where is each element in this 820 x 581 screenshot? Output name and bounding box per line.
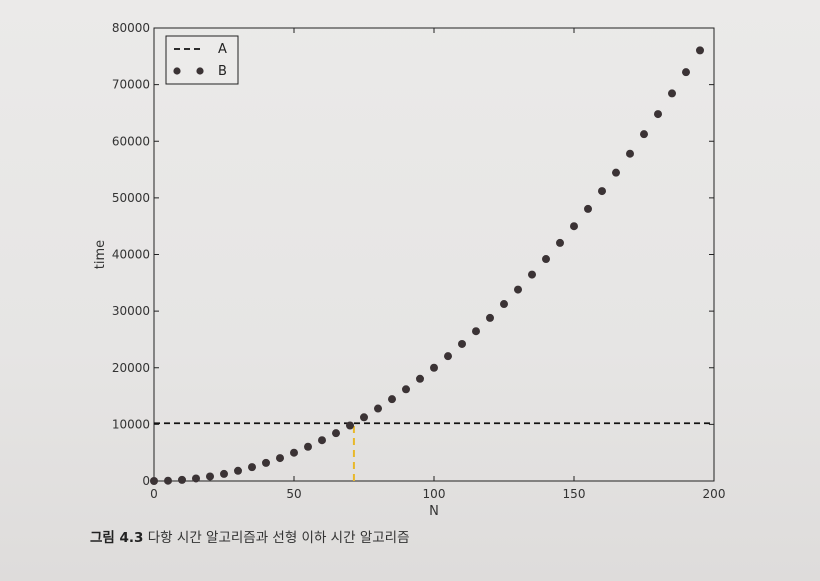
series-b-point bbox=[178, 475, 186, 484]
legend-b-swatch bbox=[173, 67, 181, 75]
y-tick-label: 20000 bbox=[112, 361, 150, 375]
legend-box bbox=[165, 35, 239, 85]
series-b-point bbox=[346, 421, 354, 430]
series-b-point bbox=[290, 448, 298, 457]
x-tick-label: 200 bbox=[703, 487, 726, 501]
series-b-point bbox=[402, 385, 410, 394]
plot-frame bbox=[153, 27, 715, 482]
series-b-point bbox=[220, 469, 228, 478]
series-b-point bbox=[598, 187, 606, 196]
series-b-point bbox=[276, 454, 284, 463]
series-b-point bbox=[332, 429, 340, 438]
x-tick-label: 100 bbox=[423, 487, 446, 501]
series-b-point bbox=[486, 313, 494, 322]
figure-caption: 그림 4.3 다항 시간 알고리즘과 선형 이하 시간 알고리즘 bbox=[90, 526, 410, 546]
y-tick-label: 10000 bbox=[112, 417, 150, 431]
legend-b-swatch bbox=[196, 67, 204, 75]
x-tick-label: 0 bbox=[150, 487, 158, 501]
x-axis-label: N bbox=[429, 504, 439, 519]
series-b-point bbox=[430, 363, 438, 372]
series-b-point bbox=[318, 436, 326, 445]
series-b-point bbox=[192, 474, 200, 483]
series-b-point bbox=[696, 46, 704, 55]
series-b-point bbox=[668, 89, 676, 98]
caption-text: 다항 시간 알고리즘과 선형 이하 시간 알고리즘 bbox=[147, 530, 410, 546]
series-b-point bbox=[458, 339, 466, 348]
series-b-point bbox=[304, 442, 312, 451]
y-tick-label: 50000 bbox=[112, 191, 150, 205]
y-axis-label: time bbox=[93, 240, 108, 269]
y-tick-label: 70000 bbox=[112, 78, 150, 92]
series-b-point bbox=[374, 404, 382, 413]
y-tick-label: 80000 bbox=[112, 21, 150, 35]
caption-number: 그림 4.3 bbox=[90, 530, 144, 546]
series-b-point bbox=[164, 476, 172, 485]
y-tick-label: 30000 bbox=[112, 304, 150, 318]
series-b-point bbox=[206, 472, 214, 481]
series-b-point bbox=[444, 352, 452, 361]
series-b-point bbox=[416, 374, 424, 383]
series-b-point bbox=[654, 110, 662, 119]
series-b-point bbox=[542, 255, 550, 264]
plot-area: 0 50 100 150 200 0 10000 20000 30000 40000 50000 60… bbox=[93, 21, 725, 519]
legend-a-label: A bbox=[218, 42, 227, 57]
series-b-point bbox=[234, 466, 242, 475]
series-b-point bbox=[472, 327, 480, 336]
legend-b-label: B bbox=[218, 64, 227, 79]
series-b-point bbox=[626, 149, 634, 158]
x-tick-label: 150 bbox=[563, 487, 586, 501]
y-tick-label: 40000 bbox=[112, 248, 150, 262]
series-b-point bbox=[360, 413, 368, 422]
x-tick-label: 50 bbox=[286, 487, 301, 501]
series-b-point bbox=[262, 458, 270, 467]
series-b-point bbox=[612, 168, 620, 177]
series-b-point bbox=[248, 463, 256, 472]
series-b-point bbox=[570, 222, 578, 231]
series-b-point bbox=[640, 130, 648, 139]
series-b-point bbox=[388, 395, 396, 404]
series-b-point bbox=[584, 204, 592, 213]
series-b-point bbox=[556, 238, 564, 247]
y-tick-label: 0 bbox=[142, 474, 150, 488]
series-b-point bbox=[500, 300, 508, 309]
series-b-point bbox=[528, 270, 536, 279]
series-b-point bbox=[682, 68, 690, 77]
series-b-point bbox=[514, 285, 522, 294]
series-b-point bbox=[150, 477, 158, 485]
y-tick-label: 60000 bbox=[112, 134, 150, 148]
